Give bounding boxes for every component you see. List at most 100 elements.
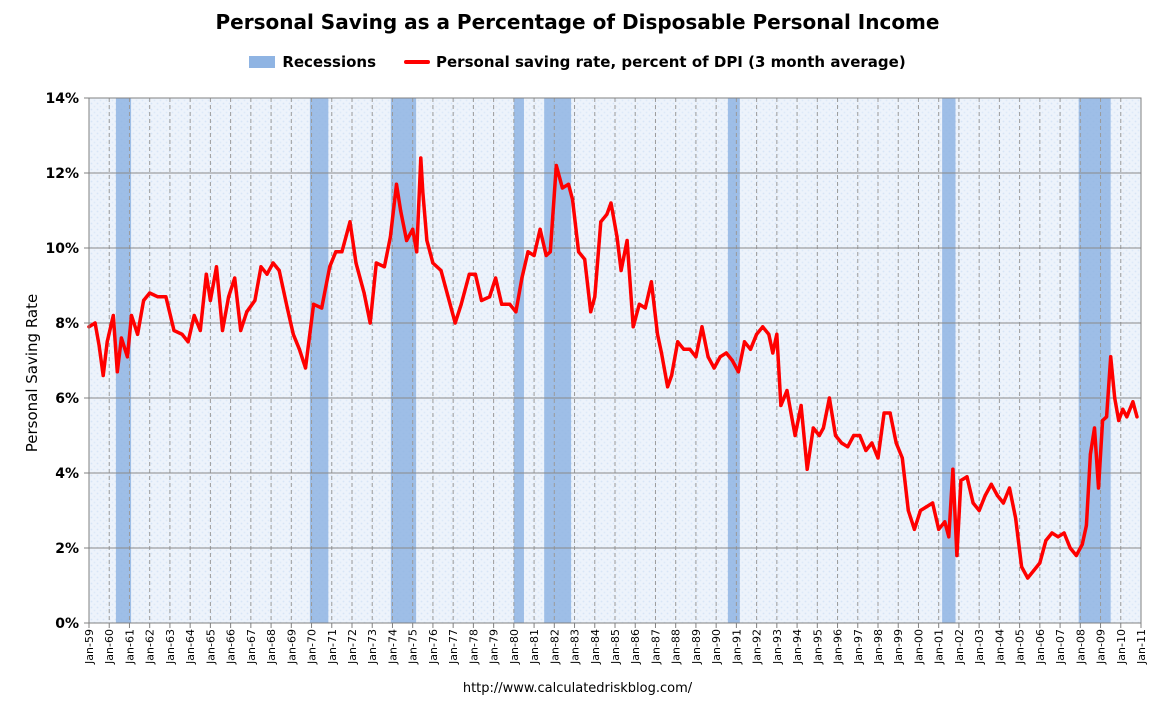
saving-rate-point <box>271 261 275 265</box>
saving-rate-point <box>93 321 97 325</box>
saving-rate-point <box>340 250 344 254</box>
y-tick-label: 8% <box>55 316 79 332</box>
saving-rate-point <box>180 332 184 336</box>
x-tick-label: Jan-77 <box>447 629 460 665</box>
saving-rate-point <box>951 467 955 471</box>
saving-rate-point <box>593 295 597 299</box>
saving-rate-point <box>1100 418 1105 423</box>
legend-label-saving-rate: Personal saving rate, percent of DPI (3 … <box>436 53 906 71</box>
y-tick-label: 0% <box>55 616 79 632</box>
saving-rate-point <box>303 366 308 370</box>
y-tick-label: 4% <box>55 466 79 482</box>
saving-rate-point <box>526 250 530 254</box>
saving-rate-point <box>576 250 581 254</box>
x-tick-label: Jan-02 <box>953 629 966 665</box>
saving-rate-point <box>943 520 947 524</box>
saving-rate-point <box>253 298 257 303</box>
x-tick-label: Jan-08 <box>1074 629 1087 665</box>
saving-rate-point <box>1105 415 1109 419</box>
saving-rate-point <box>192 313 196 318</box>
saving-rate-point <box>947 535 951 539</box>
x-tick-label: Jan-76 <box>427 629 440 665</box>
x-tick-label: Jan-06 <box>1034 629 1047 665</box>
saving-rate-point <box>405 238 409 243</box>
saving-rate-point <box>631 325 635 329</box>
y-tick-label: 12% <box>45 166 79 182</box>
plot-border <box>88 97 1142 624</box>
saving-rate-point <box>730 358 734 363</box>
saving-rate-point <box>694 355 698 359</box>
saving-rate-point <box>374 261 378 265</box>
saving-rate-point <box>532 253 536 258</box>
x-tick-label: Jan-91 <box>730 629 743 665</box>
saving-rate-point <box>348 220 352 224</box>
x-tick-label: Jan-80 <box>508 629 521 665</box>
source-url: http://www.calculatedriskblog.com/ <box>462 681 693 696</box>
saving-rate-point <box>459 302 463 306</box>
saving-rate-point <box>888 411 892 415</box>
saving-rate-point <box>846 445 850 449</box>
saving-rate-point <box>589 310 593 314</box>
x-tick-label: Jan-73 <box>366 629 379 665</box>
saving-rate-point <box>799 403 803 408</box>
saving-rate-point <box>1062 531 1066 535</box>
x-tick-label: Jan-61 <box>123 629 136 665</box>
x-tick-label: Jan-68 <box>265 629 278 665</box>
saving-rate-point <box>615 235 619 239</box>
x-tick-label: Jan-07 <box>1054 629 1067 665</box>
x-tick-label: Jan-92 <box>751 629 764 665</box>
saving-rate-point <box>500 302 504 306</box>
x-tick-label: Jan-98 <box>872 629 885 665</box>
saving-rate-point <box>328 265 332 269</box>
saving-rate-point <box>362 291 366 295</box>
saving-rate-point <box>771 351 775 355</box>
saving-rate-point <box>937 527 941 531</box>
saving-rate-point <box>1026 576 1030 580</box>
saving-rate-point <box>164 295 168 299</box>
saving-rate-point <box>129 313 134 318</box>
saving-rate-point <box>779 403 783 408</box>
saving-rate-point <box>479 298 484 303</box>
saving-rate-point <box>789 411 793 415</box>
saving-rate-point <box>965 475 969 479</box>
saving-rate-point <box>643 306 647 310</box>
saving-rate-point <box>142 298 146 303</box>
x-tick-label: Jan-04 <box>993 629 1006 665</box>
saving-rate-point <box>226 295 231 299</box>
saving-rate-point <box>1007 486 1012 490</box>
x-tick-label: Jan-88 <box>670 629 683 665</box>
saving-rate-point <box>870 441 874 445</box>
saving-rate-point <box>311 302 316 306</box>
saving-rate-point <box>186 340 190 344</box>
x-tick-label: Jan-84 <box>589 629 602 665</box>
legend-label-recessions: Recessions <box>282 53 377 71</box>
saving-rate-point <box>858 433 862 438</box>
x-tick-label: Jan-05 <box>1014 629 1027 665</box>
saving-rate-point <box>554 163 558 168</box>
saving-rate-point <box>583 257 587 261</box>
saving-rate-point <box>1121 407 1125 411</box>
x-tick-label: Jan-00 <box>912 629 925 665</box>
saving-rate-point <box>918 508 923 513</box>
saving-rate-point <box>334 250 338 254</box>
saving-rate-point <box>924 505 929 509</box>
saving-rate-point <box>1044 538 1048 543</box>
saving-rate-point <box>666 385 670 389</box>
x-tick-label: Jan-62 <box>144 629 157 665</box>
saving-rate-point <box>767 332 771 336</box>
saving-rate-point <box>761 325 765 329</box>
saving-rate-point <box>599 220 603 224</box>
saving-rate-point <box>354 261 358 265</box>
saving-rate-point <box>1084 523 1088 528</box>
saving-rate-point <box>805 467 809 471</box>
legend-item-recessions: Recessions <box>249 53 376 71</box>
saving-rate-point <box>239 328 243 333</box>
x-tick-label: Jan-09 <box>1095 629 1108 665</box>
x-tick-label: Jan-72 <box>346 629 359 665</box>
x-tick-label: Jan-81 <box>528 629 541 665</box>
saving-rate-point <box>931 501 935 505</box>
x-tick-label: Jan-69 <box>285 629 298 665</box>
saving-rate-point <box>560 186 565 190</box>
saving-rate-point <box>125 355 130 359</box>
x-tick-label: Jan-96 <box>832 629 845 665</box>
